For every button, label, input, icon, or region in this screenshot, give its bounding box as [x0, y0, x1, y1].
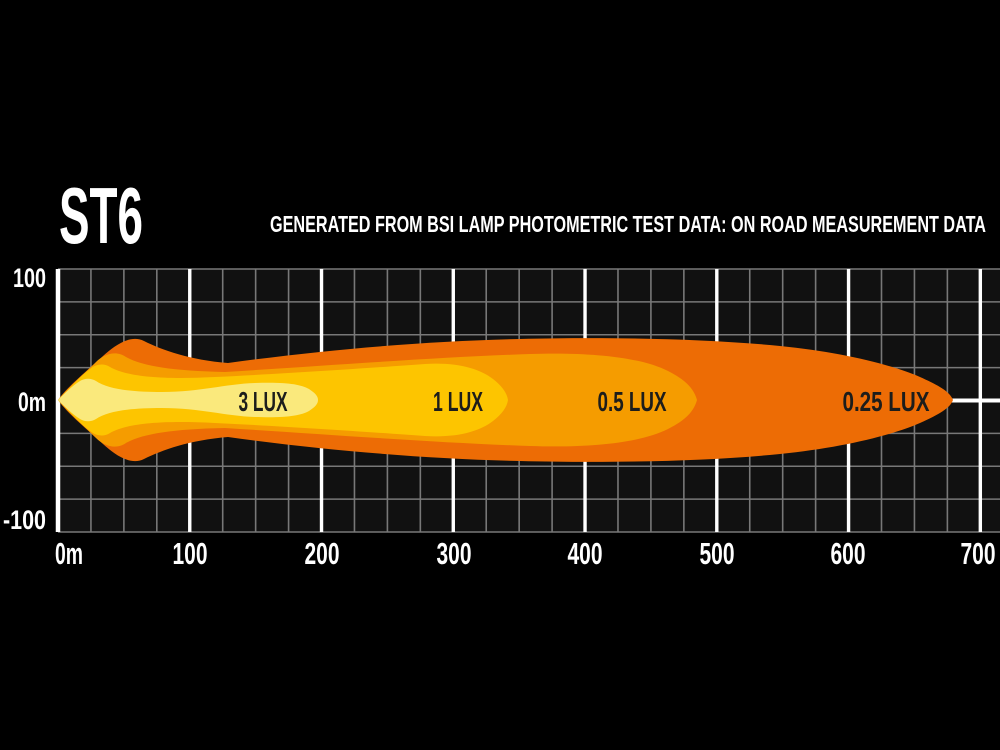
x-tick-600: 600: [831, 536, 866, 571]
x-tick-0m: 0m: [55, 536, 83, 571]
y-tick-0m: 0m: [18, 387, 46, 417]
label-025lux: 0.25 LUX: [843, 386, 930, 417]
label-1lux: 1 LUX: [433, 386, 483, 417]
x-tick-700: 700: [961, 536, 996, 571]
x-tick-100: 100: [173, 536, 208, 571]
x-tick-200: 200: [305, 536, 340, 571]
label-05lux: 0.5 LUX: [598, 386, 667, 417]
label-3lux: 3 LUX: [239, 386, 288, 417]
beam-layer-3lux: [58, 378, 318, 422]
x-tick-500: 500: [700, 536, 735, 571]
y-tick-minus100: -100: [3, 505, 46, 535]
page-title: ST6: [59, 171, 143, 260]
page-subtitle: GENERATED FROM BSI LAMP PHOTOMETRIC TEST…: [270, 211, 986, 237]
x-tick-300: 300: [437, 536, 472, 571]
y-tick-100: 100: [13, 263, 46, 293]
x-tick-400: 400: [568, 536, 603, 571]
